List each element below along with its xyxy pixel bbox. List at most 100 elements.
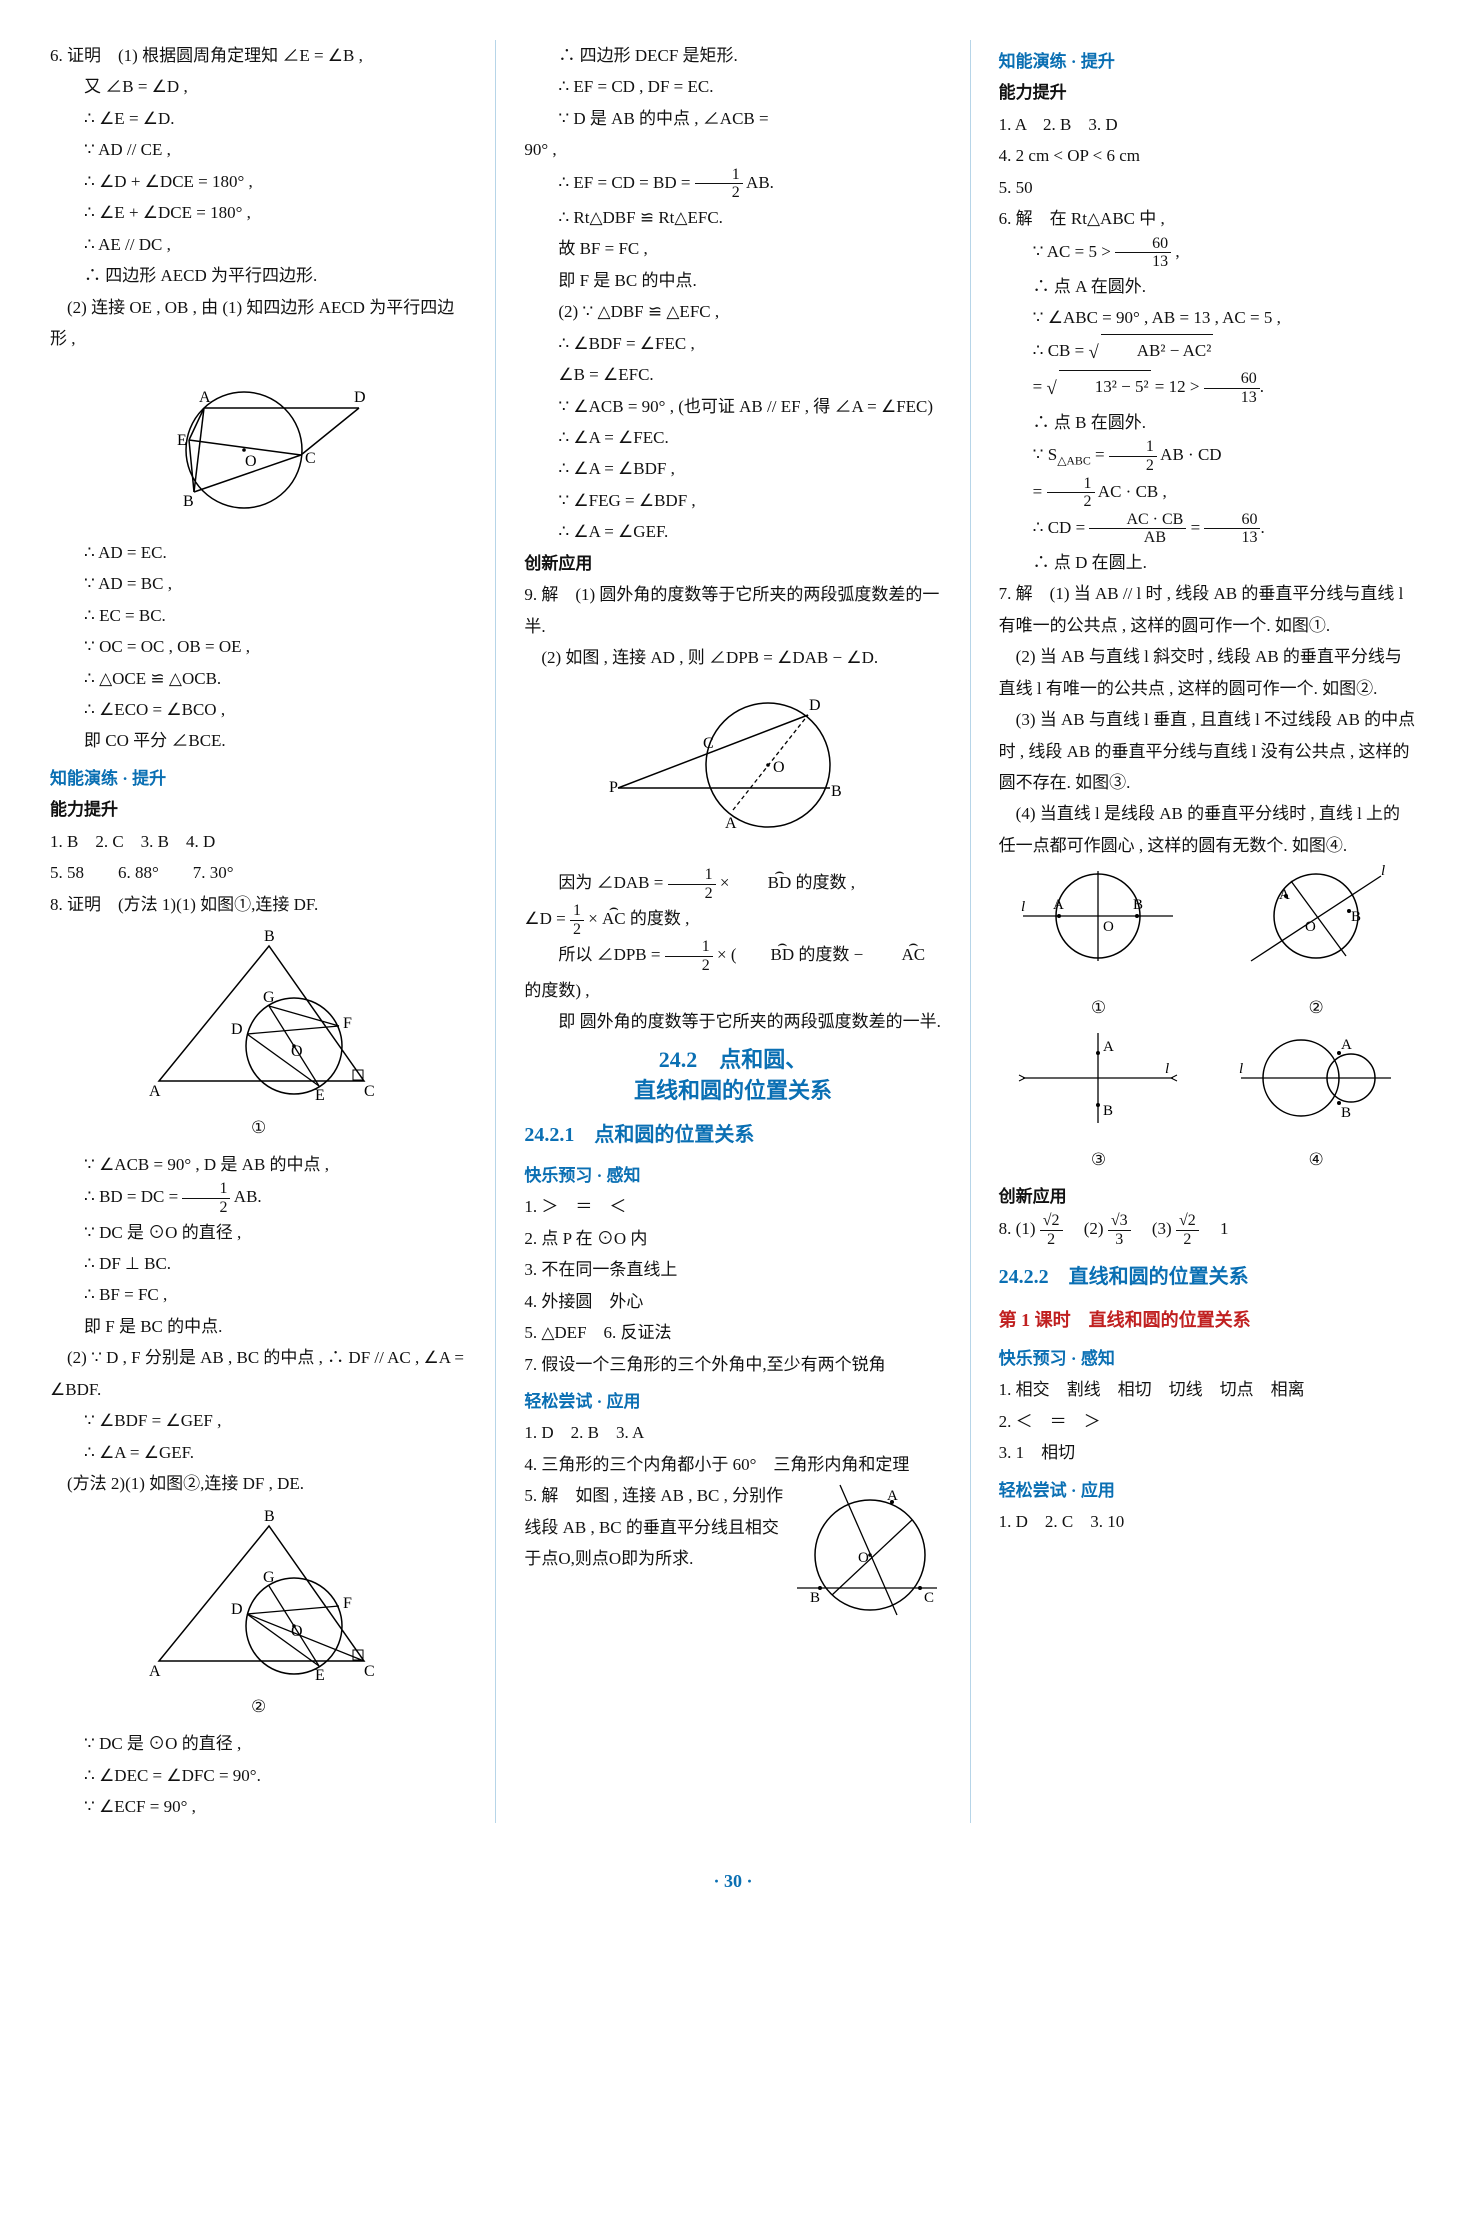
line: ∴ ∠ECO = ∠BCO , bbox=[50, 694, 467, 725]
line: ∴ ∠E + ∠DCE = 180° , bbox=[50, 197, 467, 228]
svg-text:B: B bbox=[264, 1508, 275, 1525]
section-header: 快乐预习 · 感知 bbox=[524, 1160, 941, 1191]
line: (2) 当 AB 与直线 l 斜交时 , 线段 AB 的垂直平分线与直线 l 有… bbox=[999, 641, 1416, 704]
subsection: 创新应用 bbox=[999, 1181, 1416, 1212]
line: ∴ 四边形 DECF 是矩形. bbox=[524, 40, 941, 71]
line: 因为 ∠DAB = 12 × BD 的度数 , bbox=[524, 866, 941, 902]
fig-caption: ① bbox=[50, 1112, 467, 1143]
line: ∴ ∠E = ∠D. bbox=[50, 103, 467, 134]
line: 故 BF = FC , bbox=[524, 233, 941, 264]
line: (方法 2)(1) 如图②,连接 DF , DE. bbox=[50, 1468, 467, 1499]
line: (4) 当直线 l 是线段 AB 的垂直平分线时 , 直线 l 上的任一点都可作… bbox=[999, 798, 1416, 861]
q9b: (2) 如图 , 连接 AD , 则 ∠DPB = ∠DAB − ∠D. bbox=[524, 642, 941, 673]
q9a: 9. 解 (1) 圆外角的度数等于它所夹的两段弧度数差的一半. bbox=[524, 579, 941, 642]
line: ∴ △OCE ≌ △OCB. bbox=[50, 663, 467, 694]
line: 1. A 2. B 3. D bbox=[999, 109, 1416, 140]
line: ∴ ∠BDF = ∠FEC , bbox=[524, 328, 941, 359]
line: ∵ DC 是 ⊙O 的直径 , bbox=[50, 1217, 467, 1248]
line: 即 F 是 BC 的中点. bbox=[50, 1311, 467, 1342]
line: ∵ ∠ECF = 90° , bbox=[50, 1791, 467, 1822]
line: ∴ 四边形 AECD 为平行四边形. bbox=[50, 260, 467, 291]
line: 又 ∠B = ∠D , bbox=[50, 71, 467, 102]
line: 7. 解 (1) 当 AB // l 时 , 线段 AB 的垂直平分线与直线 l… bbox=[999, 578, 1416, 641]
section-header: 知能演练 · 提升 bbox=[50, 763, 467, 794]
line: ∵ ∠FEG = ∠BDF , bbox=[524, 485, 941, 516]
line: ∴ DF ⊥ BC. bbox=[50, 1248, 467, 1279]
svg-text:A: A bbox=[149, 1083, 161, 1100]
svg-text:O: O bbox=[773, 759, 785, 776]
svg-text:O: O bbox=[245, 453, 257, 470]
fig-caption: ④ bbox=[1216, 1144, 1416, 1175]
svg-text:D: D bbox=[231, 1021, 243, 1038]
svg-text:D: D bbox=[354, 389, 366, 406]
column-2: ∴ 四边形 DECF 是矩形. ∴ EF = CD , DF = EC. ∵ D… bbox=[524, 40, 941, 1823]
line: ∴ AE // DC , bbox=[50, 229, 467, 260]
line: 5. 50 bbox=[999, 172, 1416, 203]
svg-text:D: D bbox=[809, 697, 821, 714]
svg-text:O: O bbox=[1103, 919, 1114, 935]
line: 3. 1 相切 bbox=[999, 1437, 1416, 1468]
chapter-title: 24.2 点和圆、直线和圆的位置关系 bbox=[524, 1045, 941, 1107]
line: 所以 ∠DPB = 12 × (BD 的度数 − AC 的度数) , bbox=[524, 938, 941, 1006]
svg-text:E: E bbox=[315, 1087, 325, 1101]
column-separator bbox=[495, 40, 496, 1823]
line: (2) ∵ D , F 分别是 AB , BC 的中点 , ∴ DF // AC… bbox=[50, 1342, 467, 1405]
lesson-title: 第 1 课时 直线和圆的位置关系 bbox=[999, 1304, 1416, 1337]
svg-text:l: l bbox=[1239, 1061, 1243, 1077]
line: ∴ 点 A 在圆外. bbox=[999, 271, 1416, 302]
line: ∴ AD = EC. bbox=[50, 537, 467, 568]
svg-text:A: A bbox=[1103, 1039, 1114, 1055]
line: ∴ EF = CD = BD = 12 AB. bbox=[524, 166, 941, 202]
section-header: 轻松尝试 · 应用 bbox=[524, 1386, 941, 1417]
svg-text:C: C bbox=[364, 1663, 375, 1680]
svg-text:G: G bbox=[263, 989, 275, 1006]
column-3: 知能演练 · 提升 能力提升 1. A 2. B 3. D 4. 2 cm < … bbox=[999, 40, 1416, 1823]
svg-text:l: l bbox=[1165, 1061, 1169, 1077]
q6-lead: 6. 证明 (1) 根据圆周角定理知 ∠E = ∠B , bbox=[50, 40, 467, 71]
column-separator bbox=[970, 40, 971, 1823]
svg-text:A: A bbox=[1341, 1037, 1352, 1053]
line: ∴ CB = √AB² − AC² bbox=[999, 334, 1416, 371]
line: = √13² − 5² = 12 > 6013. bbox=[999, 370, 1416, 407]
svg-text:O: O bbox=[1305, 919, 1316, 935]
line: 5. △DEF 6. 反证法 bbox=[524, 1317, 941, 1348]
line: ∴ EC = BC. bbox=[50, 600, 467, 631]
line: 2. 点 P 在 ⊙O 内 bbox=[524, 1223, 941, 1254]
svg-text:C: C bbox=[703, 735, 714, 752]
page: 6. 证明 (1) 根据圆周角定理知 ∠E = ∠B , 又 ∠B = ∠D ,… bbox=[0, 0, 1466, 1853]
line: ∵ ∠ACB = 90° , D 是 AB 的中点 , bbox=[50, 1149, 467, 1180]
section-header: 轻松尝试 · 应用 bbox=[999, 1475, 1416, 1506]
figure-1: A D E C B O bbox=[50, 360, 467, 530]
line: ∴ 点 B 在圆外. bbox=[999, 407, 1416, 438]
line: = 12 AC · CB , bbox=[999, 475, 1416, 511]
line: (3) 当 AB 与直线 l 垂直 , 且直线 l 不过线段 AB 的中点时 ,… bbox=[999, 704, 1416, 798]
svg-text:E: E bbox=[177, 432, 187, 449]
line: ∵ AD = BC , bbox=[50, 568, 467, 599]
line: 4. 三角形的三个内角都小于 60° 三角形内角和定理 bbox=[524, 1449, 941, 1480]
svg-text:A: A bbox=[199, 389, 211, 406]
svg-text:C: C bbox=[364, 1083, 375, 1100]
line: 2. ＜ ＝ ＞ bbox=[999, 1406, 1416, 1437]
subsection: 创新应用 bbox=[524, 548, 941, 579]
section-title: 24.2.1 点和圆的位置关系 bbox=[524, 1117, 941, 1154]
fig-caption: ② bbox=[50, 1691, 467, 1722]
svg-text:B: B bbox=[1133, 897, 1143, 913]
line: ∴ EF = CD , DF = EC. bbox=[524, 71, 941, 102]
svg-text:F: F bbox=[343, 1015, 352, 1032]
section-title: 24.2.2 直线和圆的位置关系 bbox=[999, 1259, 1416, 1296]
figure-grid-2: AB l ③ AB l ④ bbox=[999, 1023, 1416, 1175]
line: ∵ ∠ABC = 90° , AB = 13 , AC = 5 , bbox=[999, 302, 1416, 333]
line: 7. 假设一个三角形的三个外角中,至少有两个锐角 bbox=[524, 1349, 941, 1380]
line: ∴ ∠A = ∠BDF , bbox=[524, 453, 941, 484]
svg-text:D: D bbox=[231, 1601, 243, 1618]
line: ∵ AD // CE , bbox=[50, 134, 467, 165]
line: 4. 外接圆 外心 bbox=[524, 1286, 941, 1317]
fig-caption: ② bbox=[1216, 992, 1416, 1023]
line: ∴ ∠A = ∠GEF. bbox=[524, 516, 941, 547]
svg-text:B: B bbox=[831, 783, 842, 800]
fig-caption: ① bbox=[999, 992, 1199, 1023]
svg-text:B: B bbox=[1103, 1103, 1113, 1119]
line: (2) ∵ △DBF ≌ △EFC , bbox=[524, 296, 941, 327]
answers: 5. 58 6. 88° 7. 30° bbox=[50, 857, 467, 888]
line: 3. 不在同一条直线上 bbox=[524, 1254, 941, 1285]
